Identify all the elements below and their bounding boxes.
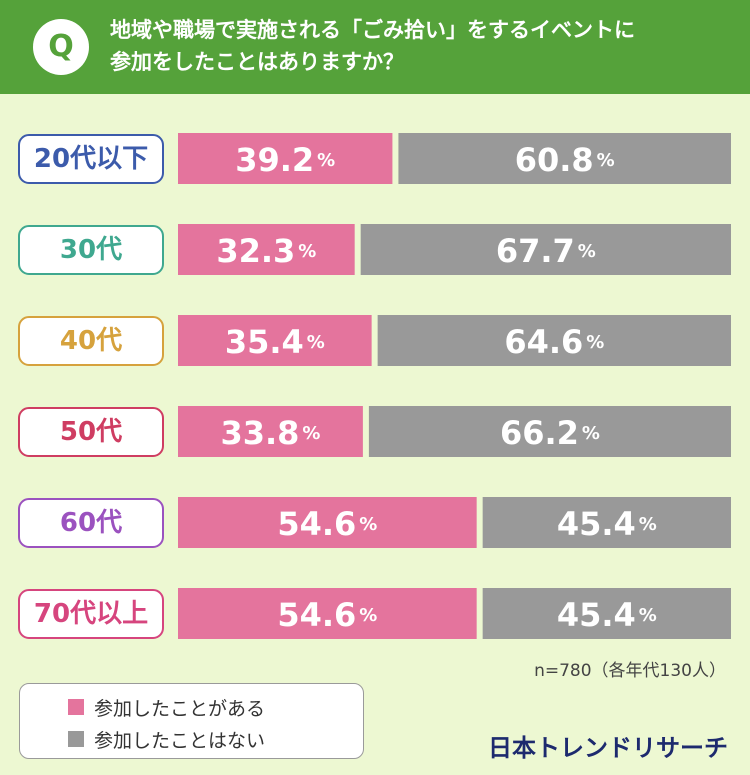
- value-label-participated: 35.4%: [225, 323, 325, 361]
- value-label-participated: 54.6%: [277, 505, 377, 543]
- legend-swatch-participated: [68, 699, 84, 715]
- brand-logo: 日本トレンドリサーチ: [488, 734, 728, 762]
- bar-participated: [178, 133, 393, 184]
- legend-item-not-participated: 参加したことはない: [68, 726, 265, 752]
- category-label: 40代: [60, 326, 122, 356]
- value-label-not-participated: 60.8%: [515, 141, 615, 179]
- value-label-not-participated: 45.4%: [557, 505, 657, 543]
- stacked-bar-chart: 20代以下 39.2% 60.8 % 30代 32.3% 67.7 % 40代 35.4% 64.6…: [18, 133, 731, 639]
- sample-size-note: n=780（各年代130人）: [534, 661, 726, 681]
- value-label-not-participated: 45.4%: [557, 596, 657, 634]
- bar-participated: [178, 224, 355, 275]
- value-label-not-participated: 66.2%: [500, 414, 600, 452]
- category-box: [18, 589, 164, 639]
- category-box: [18, 407, 164, 457]
- bar-not-participated: [360, 224, 731, 275]
- bar-not-participated: [482, 497, 731, 548]
- legend-label-participated: 参加したことがある: [94, 697, 266, 720]
- value-label-participated: 54.6%: [277, 596, 377, 634]
- question-line-1: 地域や職場で実施される「ごみ拾い」をするイベントに: [110, 18, 635, 42]
- legend-item-participated: 参加したことがある: [68, 694, 265, 720]
- bar-not-participated: [398, 133, 731, 184]
- category-label: 60代: [60, 508, 122, 538]
- category-label: 50代: [60, 417, 122, 447]
- bar-participated: [178, 315, 372, 366]
- bar-participated: [178, 497, 477, 548]
- value-label-not-participated: 64.6%: [504, 323, 604, 361]
- legend-label-not-participated: 参加したことはない: [94, 729, 266, 752]
- bar-not-participated: [377, 315, 731, 366]
- value-label-participated: 39.2%: [235, 141, 335, 179]
- legend-swatch-not-participated: [68, 731, 84, 747]
- value-label-not-participated: 67.7%: [496, 232, 596, 270]
- category-label: 30代: [60, 235, 122, 265]
- question-text: 地域や職場で実施される「ごみ拾い」をするイベントに 参加をしたことはありますか？: [110, 14, 730, 78]
- value-label-participated: 32.3%: [216, 232, 316, 270]
- category-box: [18, 316, 164, 366]
- bar-participated: [178, 406, 363, 457]
- category-label: 70代以上: [34, 599, 148, 629]
- bar-participated: [178, 588, 477, 639]
- category-box: [18, 134, 164, 184]
- question-line-2: 参加をしたことはありますか？: [110, 50, 404, 74]
- question-header: Q 地域や職場で実施される「ごみ拾い」をするイベントに 参加をしたことはあります…: [0, 0, 750, 94]
- category-box: [18, 225, 164, 275]
- q-badge: Q: [33, 19, 89, 75]
- category-label: 20代以下: [34, 144, 148, 174]
- bar-not-participated: [368, 406, 731, 457]
- legend: 参加したことがある 参加したことはない: [19, 683, 364, 759]
- value-label-participated: 33.8%: [220, 414, 320, 452]
- bar-not-participated: [482, 588, 731, 639]
- category-box: [18, 498, 164, 548]
